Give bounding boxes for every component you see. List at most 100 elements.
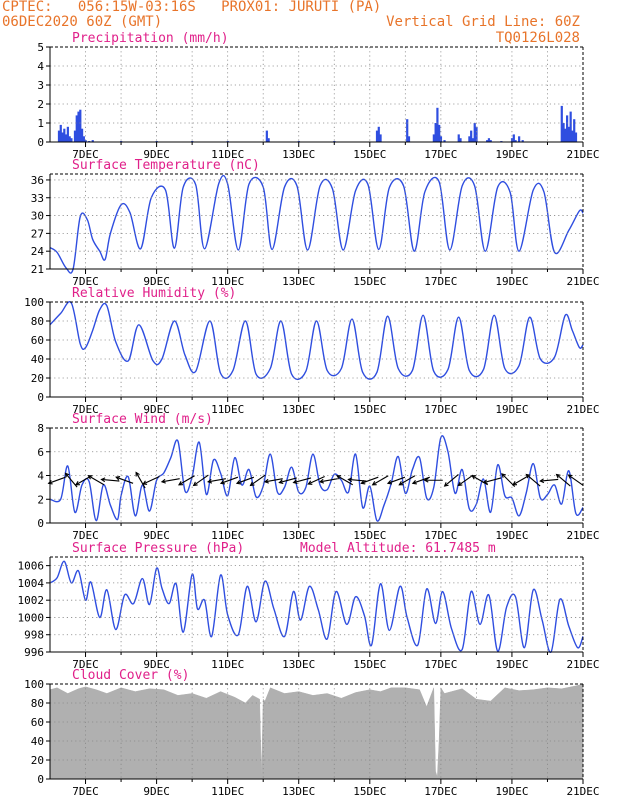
x-tick-label: 17DEC [424,658,457,671]
x-tick-label: 13DEC [282,785,315,798]
header-model: TQ0126L028 [495,30,580,46]
precip-bar [406,119,409,142]
wind-arrow [458,474,474,486]
precip-bar [79,109,82,142]
x-tick-label: 17DEC [424,785,457,798]
wind-arrow-head [423,477,429,483]
wind-arrow [65,473,78,488]
x-tick-label: 11DEC [211,403,244,416]
y-tick-label: 36 [31,174,44,187]
precip-bar [66,126,69,142]
x-tick-label: 7DEC [72,658,99,671]
x-tick-label: 21DEC [566,403,599,416]
precip-bar [75,115,78,142]
wind-arrow [387,476,406,484]
x-tick-label: 19DEC [495,658,528,671]
x-tick-label: 15DEC [353,148,386,161]
precip-bar [457,134,460,142]
wind-arrow [135,472,146,489]
precip-bar [407,136,411,142]
x-tick-label: 7DEC [72,785,99,798]
x-tick-label: 9DEC [143,403,170,416]
wind-arrow [161,478,180,483]
wind-arrow-head [482,479,488,485]
wind-arrow [115,476,134,484]
wind-arrow [526,474,541,487]
wind-arrow [412,476,430,484]
wind-arrow [279,477,297,484]
y-tick-label: 996 [24,646,44,659]
wind-arrow [88,475,105,486]
y-tick-label: 0 [37,136,44,149]
wind-arrow-head [471,475,477,480]
y-tick-label: 8 [37,422,44,435]
x-tick-label: 9DEC [143,148,170,161]
x-tick-label: 13DEC [282,529,315,542]
wind-arrow-head [512,481,518,486]
precip-bar [571,130,574,142]
y-tick-label: 6 [37,446,44,459]
x-tick-label: 15DEC [353,785,386,798]
precip-bar [468,136,471,142]
precip-bar [73,130,77,142]
y-tick-label: 2 [37,98,44,111]
y-tick-label: 40 [31,353,44,366]
precip-bar [439,136,443,142]
precip-bar [63,128,66,142]
precip-bar [265,130,268,142]
x-tick-label: 15DEC [353,275,386,288]
wind-arrow-head [192,481,198,487]
y-tick-label: 21 [31,263,44,276]
precip-bar [560,105,563,142]
y-tick-label: 0 [37,773,44,786]
wind-arrow [264,478,283,483]
wind-arrow-head [386,479,393,485]
precip-bar [521,140,524,142]
x-tick-label: 17DEC [424,529,457,542]
precip-bar [82,136,85,142]
wind-arrow-head [135,471,140,477]
wind-arrow-head [411,479,417,485]
precip-bar [377,126,380,142]
precip-bar [514,140,517,142]
y-tick-label: 80 [31,697,44,710]
wind-arrow-head [47,479,53,485]
y-tick-label: 80 [31,315,44,328]
wind-arrow-head [360,479,366,485]
wind-arrow-head [292,479,298,485]
precip-bar [68,136,71,142]
wind-arrow-head [336,475,342,480]
pres-title: Surface Pressure (hPa) [72,541,244,556]
x-tick-label: 15DEC [353,529,386,542]
wind-arrow-head [398,481,404,486]
x-tick-label: 13DEC [282,275,315,288]
wind-arrow-head [219,479,226,485]
wind-arrow-head [235,479,242,485]
x-tick-label: 11DEC [211,529,244,542]
wind-arrow-head [115,476,121,481]
x-tick-label: 7DEC [72,148,99,161]
temp-line [49,174,584,274]
y-tick-label: 4 [37,470,44,483]
wind-arrow-head [307,480,313,485]
wind-arrow [319,478,338,483]
precip-bar [489,140,492,142]
precip-bar [562,123,565,142]
x-tick-label: 7DEC [72,275,99,288]
wind-arrow-head [347,477,353,483]
precip-bar [64,134,68,142]
wind-arrow [293,477,312,484]
y-tick-label: 27 [31,227,44,240]
wind-arrow-head [567,474,573,479]
wind-arrow-head [457,481,463,487]
precip-bar [475,126,478,142]
wind-arrow-head [525,473,531,479]
wind-arrow [208,478,226,483]
precip-bar [471,138,475,142]
header-location: CPTEC: 056:15W-03:16S PROX01: JURUTI (PA… [2,0,382,15]
precip-bar [80,128,84,142]
pres-annotation: Model Altitude: 61.7485 m [300,541,496,556]
x-tick-label: 19DEC [495,785,528,798]
x-tick-label: 11DEC [211,658,244,671]
